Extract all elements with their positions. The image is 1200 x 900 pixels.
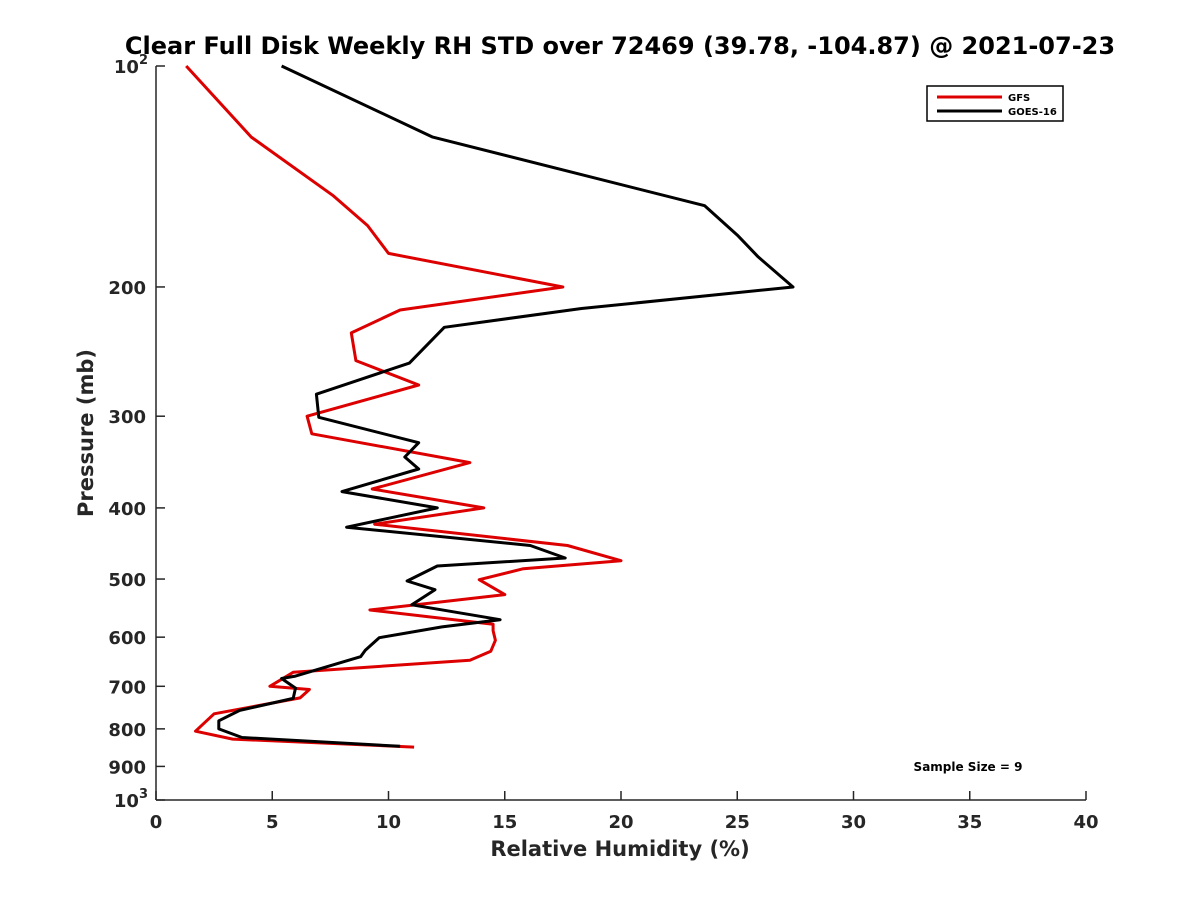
x-tick-label: 40 [1073,812,1098,833]
y-tick-label: 800 [108,720,146,741]
y-tick-label: 700 [108,677,146,698]
y-tick-label: 102 [114,53,148,78]
x-tick-label: 30 [841,812,866,833]
legend: GFS GOES-16 [926,85,1064,122]
x-tick-label: 0 [150,812,163,833]
series-group [185,64,795,749]
x-tick-label: 20 [608,812,633,833]
chart-title: Clear Full Disk Weekly RH STD over 72469… [125,32,1115,60]
annotations: Sample Size = 9 [914,760,1023,774]
y-tick-label: 300 [108,407,146,428]
x-tick-label: 10 [376,812,401,833]
sample-size-annotation: Sample Size = 9 [914,760,1023,774]
series-line-goes-16 [217,64,795,748]
legend-box [926,85,1064,122]
y-tick-label: 500 [108,570,146,591]
y-tick-label: 600 [108,628,146,649]
x-tick-label: 15 [492,812,517,833]
legend-entry: GOES-16 [1008,107,1057,118]
y-tick-label: 103 [114,787,148,812]
y-tick-label: 400 [108,499,146,520]
x-axis-label: Relative Humidity (%) [490,837,749,861]
y-tick-label: 200 [108,278,146,299]
y-tick-label: 900 [108,757,146,778]
legend-entry: GFS [1008,93,1030,104]
y-axis-label: Pressure (mb) [74,349,98,517]
series-line-gfs [185,64,623,749]
x-tick-label: 25 [725,812,750,833]
axes-group: 0 5 10 15 20 25 30 35 40 102 200 300 400 500 600 700 800… [108,53,1098,833]
x-tick-label: 5 [266,812,279,833]
x-tick-label: 35 [957,812,982,833]
